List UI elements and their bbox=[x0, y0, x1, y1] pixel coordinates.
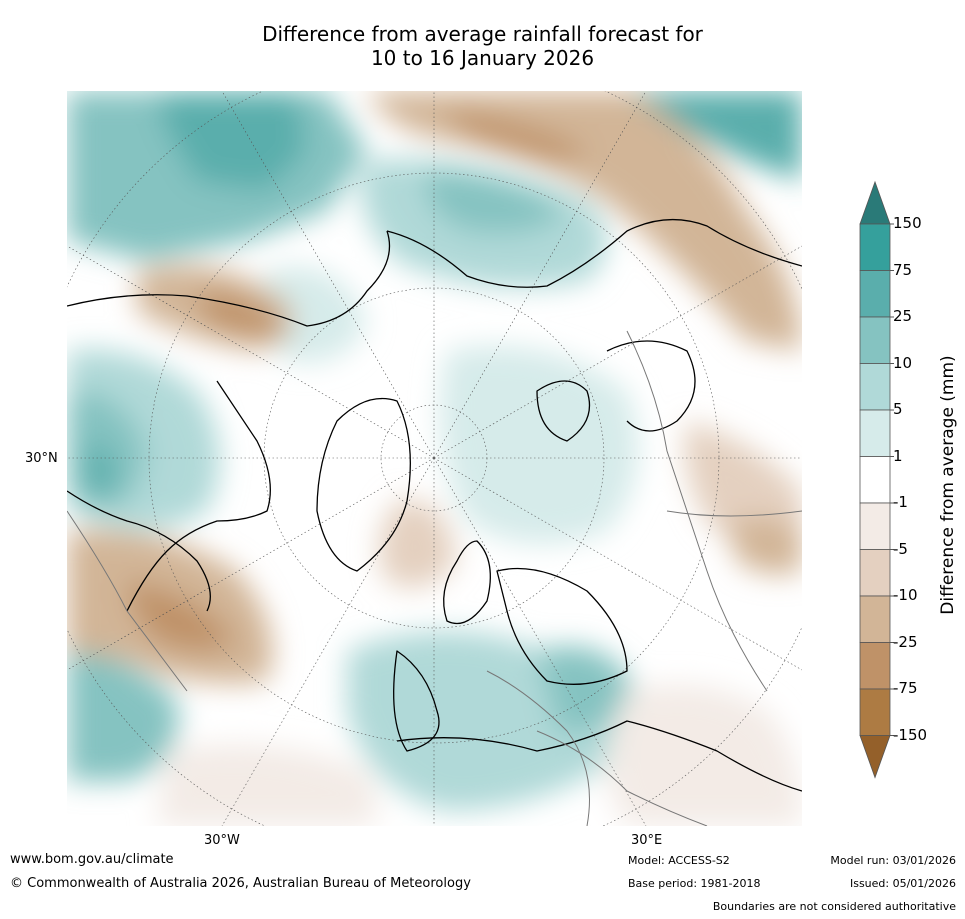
colorbar-segment bbox=[859, 688, 891, 736]
colorbar-tick-label: 1 bbox=[893, 446, 903, 465]
wet-region bbox=[627, 91, 802, 181]
colorbar-tick-label: -1 bbox=[893, 493, 908, 511]
colorbar-tick-label: -10 bbox=[893, 586, 918, 604]
colorbar-segment bbox=[859, 502, 891, 550]
wet-region bbox=[537, 646, 637, 733]
lat-label-30n: 30°N bbox=[25, 451, 58, 466]
colorbar bbox=[859, 180, 894, 779]
dry-region bbox=[157, 744, 377, 826]
dry-region bbox=[607, 684, 802, 826]
dry-region bbox=[367, 91, 802, 351]
colorbar-tick-label: -150 bbox=[893, 725, 928, 744]
map-title-line1: Difference from average rainfall forecas… bbox=[262, 22, 703, 46]
colorbar-tick-label: -5 bbox=[893, 539, 908, 558]
colorbar-segment bbox=[859, 456, 891, 504]
footer-issued: Issued: 05/01/2026 bbox=[849, 877, 956, 890]
map-title-line2: 10 to 16 January 2026 bbox=[370, 46, 595, 70]
colorbar-segment bbox=[859, 270, 891, 318]
borders bbox=[67, 330, 802, 826]
colorbar-tick-label: 5 bbox=[893, 400, 903, 418]
colorbar-tick-label: -75 bbox=[893, 679, 918, 697]
footer-model-run: Model run: 03/01/2026 bbox=[830, 854, 956, 867]
wet-region bbox=[425, 171, 567, 234]
graticule bbox=[67, 91, 802, 826]
footer-model: Model: ACCESS-S2 bbox=[628, 854, 730, 867]
colorbar-segment bbox=[859, 409, 891, 457]
colorbar-tick-label: 150 bbox=[893, 214, 922, 232]
colorbar-tick-label: 10 bbox=[893, 353, 913, 372]
footer-base-period: Base period: 1981-2018 bbox=[628, 877, 761, 890]
colorbar-segment bbox=[859, 363, 891, 411]
footer-copyright: © Commonwealth of Australia 2026, Austra… bbox=[10, 876, 471, 891]
lon-label-30e: 30°E bbox=[631, 833, 663, 848]
colorbar-tick-label: 25 bbox=[893, 307, 913, 325]
colorbar-extend-bottom bbox=[859, 735, 891, 779]
dry-region bbox=[379, 499, 457, 588]
footer-url[interactable]: www.bom.gov.au/climate bbox=[10, 852, 174, 867]
dry-region bbox=[127, 581, 237, 651]
colorbar-segment bbox=[859, 549, 891, 597]
dry-region bbox=[727, 517, 802, 575]
colorbar-tick-label: -25 bbox=[893, 632, 918, 651]
colorbar-title: Difference from average (mm) bbox=[938, 355, 958, 615]
rainfall-map bbox=[67, 91, 802, 826]
colorbar-segment bbox=[859, 223, 891, 271]
footer-disclaimer: Boundaries are not considered authoritat… bbox=[712, 900, 956, 913]
wet-region bbox=[87, 441, 117, 495]
colorbar-segment bbox=[859, 642, 891, 690]
colorbar-extend-top bbox=[859, 180, 891, 225]
colorbar-segment bbox=[859, 595, 891, 643]
wet-region bbox=[67, 651, 179, 781]
map-canvas bbox=[67, 91, 802, 826]
dry-region bbox=[447, 111, 587, 161]
wet-region bbox=[260, 266, 367, 363]
colorbar-tick-label: 75 bbox=[893, 260, 913, 279]
lon-label-30w: 30°W bbox=[204, 833, 240, 848]
coastlines bbox=[67, 218, 802, 792]
wet-region bbox=[157, 91, 307, 191]
colorbar-segment bbox=[859, 316, 891, 364]
